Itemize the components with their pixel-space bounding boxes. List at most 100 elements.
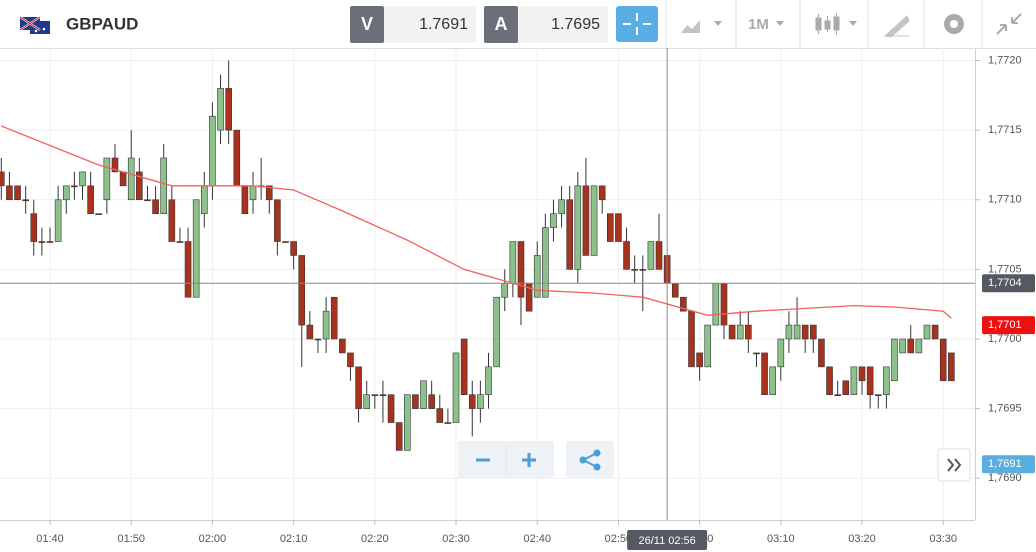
timeframe-button[interactable]: 1M (748, 16, 769, 33)
candle-body (485, 366, 492, 395)
x-tick-label: 03:20 (848, 533, 876, 545)
candle-body (891, 338, 898, 382)
candle-body (282, 241, 289, 243)
candle-body (899, 338, 906, 354)
x-tick-label: 02:30 (442, 533, 470, 545)
candle-body (192, 199, 200, 298)
candle-body (436, 408, 444, 423)
sell-label: V (361, 14, 373, 34)
candle-body (412, 394, 419, 409)
y-tick-label: 1,7700 (988, 333, 1022, 345)
candle-body (428, 394, 435, 409)
candle-body (753, 352, 760, 355)
candle-body (509, 241, 517, 284)
candle-body (826, 366, 833, 395)
candle-body (834, 394, 841, 396)
candle-body (728, 324, 736, 340)
candle-body (62, 185, 70, 201)
price-marker-label: 1,7691 (988, 458, 1022, 470)
settings-button[interactable] (944, 14, 964, 34)
candle-body (176, 241, 184, 243)
candle-body (168, 199, 176, 242)
sell-price-box (384, 6, 476, 43)
share-button[interactable] (566, 441, 614, 478)
candle-body (631, 269, 638, 271)
candle-body (801, 324, 809, 340)
candle-body (655, 241, 663, 270)
candle-body (883, 366, 890, 395)
candle-body (6, 185, 13, 201)
crosshair-icon (623, 13, 651, 35)
candle-body (866, 366, 874, 395)
candle-body (712, 283, 720, 326)
candle-body (477, 394, 484, 409)
crosshair-price-box (982, 274, 1035, 293)
candle-body (274, 199, 281, 242)
candle-body (606, 213, 614, 242)
buy-price: 1.7695 (551, 16, 600, 33)
candle-body (87, 185, 94, 214)
candle-body (688, 310, 695, 368)
price-marker-box (982, 455, 1035, 474)
candle-body (623, 241, 630, 270)
candle-body (704, 324, 712, 368)
candle-body (322, 310, 330, 340)
plot (0, 48, 975, 520)
symbol: GBPAUD (66, 14, 138, 33)
candle-body (533, 255, 541, 298)
candle-body (0, 171, 5, 187)
candle-body (558, 199, 565, 214)
candle-body (14, 185, 21, 201)
zoom-in-button[interactable] (522, 453, 536, 467)
candle-body (379, 394, 387, 396)
candle-body (314, 338, 322, 341)
candle-body (265, 185, 273, 201)
caret (714, 21, 722, 26)
crosshair-button[interactable] (616, 6, 658, 42)
candle-body (152, 199, 159, 214)
candle-body (136, 171, 143, 201)
sell-button[interactable] (350, 6, 384, 43)
x-tick-label: 02:40 (523, 533, 551, 545)
candle-type-button[interactable] (815, 13, 840, 35)
collapse-button[interactable] (996, 13, 1022, 35)
candle-body (395, 422, 403, 451)
x-tick-label: 02:00 (199, 533, 227, 545)
candle-body (403, 394, 411, 451)
candle-body (574, 185, 582, 270)
candle-body (330, 296, 338, 340)
candle-body (363, 394, 371, 409)
caret (849, 21, 857, 26)
candle-body (915, 338, 923, 354)
candle-body (209, 115, 216, 187)
candle-body (850, 366, 858, 395)
candle-body (566, 199, 574, 270)
candle-body (184, 241, 192, 298)
candle-body (355, 366, 362, 409)
buy-price-box (518, 6, 608, 43)
moving-average (1, 125, 952, 319)
buy-button[interactable] (484, 6, 518, 43)
candle-body (127, 157, 135, 201)
candle-body (30, 213, 38, 242)
draw-button[interactable] (883, 15, 910, 38)
candle-body (736, 324, 744, 340)
candle-body (542, 227, 549, 298)
candle-body (468, 394, 476, 409)
candle-body (298, 255, 306, 326)
crosshair-price-label: 1,7704 (988, 277, 1022, 289)
x-tick-label: 02:20 (361, 533, 389, 545)
crosshair-time-box (627, 530, 708, 550)
candle-body (639, 269, 647, 271)
candle-body (103, 157, 111, 201)
candle-body (874, 394, 882, 396)
y-tick-label: 1,7710 (988, 194, 1022, 206)
candle-body (217, 88, 224, 131)
chart-type-button[interactable] (681, 20, 700, 33)
y-tick-label: 1,7690 (988, 472, 1022, 484)
candle-body (306, 324, 314, 340)
x-tick-label: 01:40 (36, 533, 64, 545)
candle-body (71, 185, 78, 188)
caret (776, 21, 784, 26)
candle-body (46, 241, 54, 243)
